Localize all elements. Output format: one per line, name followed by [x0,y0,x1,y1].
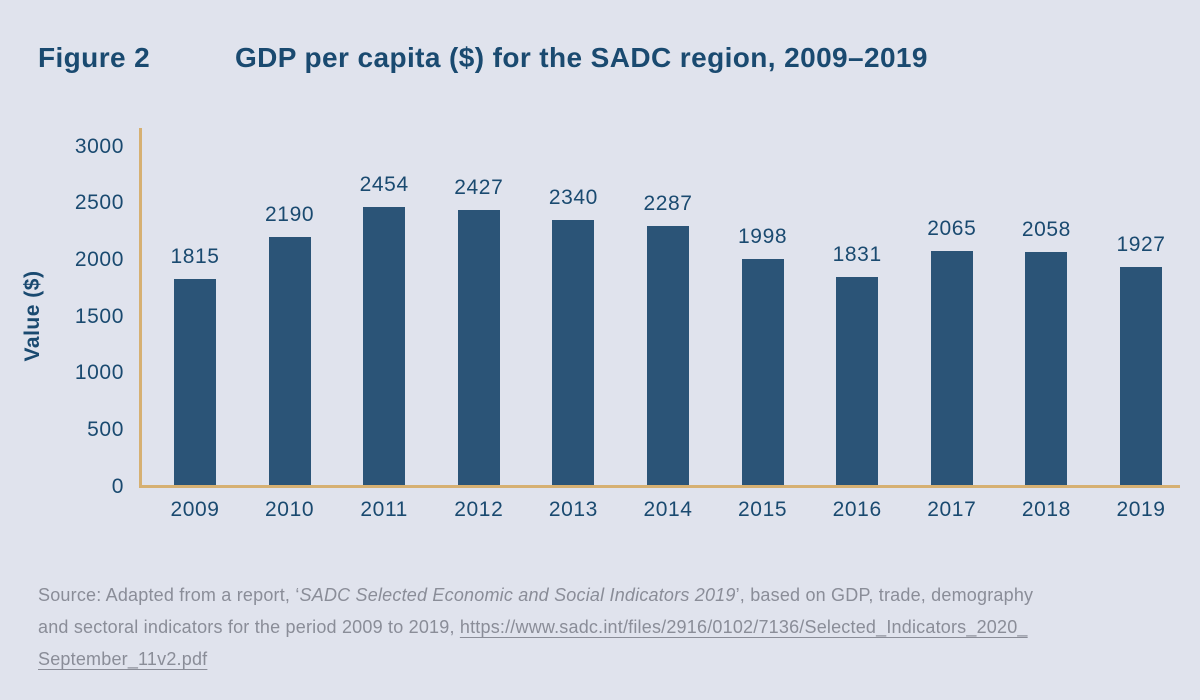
bar-2015 [741,259,784,485]
bar-2011 [363,207,406,485]
bar-group-2014: 2287 2014 [621,128,716,521]
bar-group-2011: 2454 2011 [337,128,432,521]
bar-2019 [1120,267,1162,485]
x-tick-label-2019: 2019 [1116,498,1166,521]
bar-value-label-2016: 1831 [832,243,882,266]
y-tick-label-3000: 3000 [74,134,124,158]
bar-group-2015: 1998 2015 [715,128,810,521]
bar-group-2016: 1831 2016 [810,128,905,521]
figure-title: GDP per capita ($) for the SADC region, … [235,42,928,73]
bar-value-label-2014: 2287 [643,192,693,215]
x-tick-label-2013: 2013 [548,498,598,521]
bar-2017 [930,251,973,485]
source-url-part1: https://www.sadc.int/files/2916/0102/713… [459,617,1028,637]
y-tick-label-1500: 1500 [74,304,124,328]
y-tick-label-500: 500 [87,417,124,441]
bar-group-2010: 2190 2010 [242,128,337,521]
bar-2012 [457,210,500,485]
source-text-after-title: ’, based on GDP, trade, demography [735,585,1034,605]
x-tick-label-2014: 2014 [643,498,693,521]
x-tick-label-2017: 2017 [927,498,977,521]
x-tick-label-2009: 2009 [170,498,220,521]
bar-value-label-2013: 2340 [548,186,598,209]
bar-2016 [836,277,879,485]
bar-2009 [174,279,216,485]
x-tick-label-2018: 2018 [1021,498,1071,521]
bar-value-label-2012: 2427 [454,176,504,199]
bar-group-2012: 2427 2012 [431,128,526,521]
bar-value-label-2011: 2454 [359,173,409,196]
bar-value-label-2015: 1998 [738,225,788,248]
x-tick-label-2010: 2010 [265,498,315,521]
source-text-line2: and sectoral indicators for the period 2… [38,617,460,637]
bar-value-label-2010: 2190 [265,203,315,226]
bar-2013 [552,220,595,485]
source-note: Source: Adapted from a report, ‘SADC Sel… [38,579,1168,675]
x-tick-label-2015: 2015 [738,498,788,521]
source-url-part2: September_11v2.pdf [38,649,208,669]
y-tick-label-2500: 2500 [74,191,124,215]
bar-2014 [647,226,689,485]
bar-2018 [1025,252,1068,485]
bar-group-2018: 2058 2018 [999,128,1094,521]
source-text-prefix: Source: Adapted from a report, ‘ [38,585,300,605]
y-tick-label-2000: 2000 [74,247,124,271]
bar-group-2009: 1815 2009 [148,128,243,521]
figure-number: Figure 2 [38,42,151,73]
bar-value-label-2019: 1927 [1116,233,1166,256]
bar-value-label-2018: 2058 [1021,218,1071,241]
plot-area: 1815 2009 2190 2010 2454 2011 2427 2012 2340 2013… [139,128,1180,521]
y-axis-tick-labels: 3000 2500 2000 1500 1000 500 0 [30,128,124,498]
x-tick-label-2011: 2011 [360,498,408,521]
bar-group-2017: 2065 2017 [904,128,999,521]
bar-group-2013: 2340 2013 [526,128,621,521]
source-report-title: SADC Selected Economic and Social Indica… [299,585,736,605]
y-tick-label-1000: 1000 [74,361,124,385]
bar-value-label-2017: 2065 [927,217,977,240]
x-tick-label-2016: 2016 [832,498,882,521]
bar-2010 [268,237,311,485]
bar-group-2019: 1927 2019 [1094,128,1189,521]
bar-value-label-2009: 1815 [170,245,220,268]
source-url-link[interactable]: https://www.sadc.int/files/2916/0102/713… [38,617,1028,669]
y-tick-label-0: 0 [111,474,124,498]
x-tick-label-2012: 2012 [454,498,504,521]
